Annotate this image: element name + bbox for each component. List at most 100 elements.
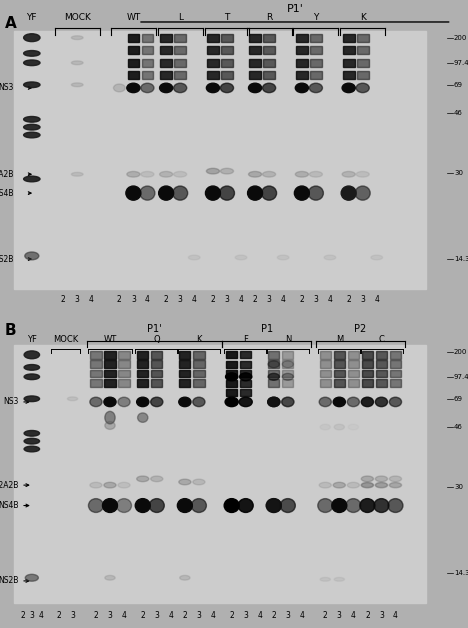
Bar bbox=[207, 59, 219, 67]
Ellipse shape bbox=[24, 374, 39, 379]
Ellipse shape bbox=[126, 186, 141, 200]
Ellipse shape bbox=[320, 425, 330, 430]
Text: 4: 4 bbox=[239, 295, 243, 304]
Bar bbox=[90, 370, 102, 377]
Bar bbox=[118, 379, 130, 387]
Text: R: R bbox=[266, 13, 272, 22]
Ellipse shape bbox=[159, 186, 174, 200]
Ellipse shape bbox=[23, 50, 40, 57]
Bar bbox=[376, 370, 387, 377]
Ellipse shape bbox=[193, 398, 205, 407]
Bar bbox=[221, 59, 233, 67]
Bar bbox=[175, 59, 186, 67]
Text: 97.4: 97.4 bbox=[454, 60, 468, 66]
Text: 3: 3 bbox=[314, 295, 318, 304]
Bar bbox=[104, 370, 116, 377]
Text: K: K bbox=[360, 13, 366, 22]
Ellipse shape bbox=[280, 499, 295, 512]
Text: 2: 2 bbox=[300, 295, 304, 304]
Text: YF: YF bbox=[27, 335, 37, 344]
Text: 2: 2 bbox=[94, 610, 98, 620]
Bar bbox=[263, 59, 275, 67]
Text: B: B bbox=[5, 323, 16, 338]
Bar bbox=[240, 389, 251, 396]
Text: L: L bbox=[178, 13, 183, 22]
Ellipse shape bbox=[356, 84, 369, 93]
Ellipse shape bbox=[160, 171, 173, 177]
Bar bbox=[320, 351, 331, 359]
Ellipse shape bbox=[179, 479, 191, 485]
Ellipse shape bbox=[389, 482, 402, 488]
Text: T: T bbox=[224, 13, 230, 22]
Bar bbox=[249, 34, 261, 41]
Text: NS3: NS3 bbox=[3, 398, 19, 406]
Text: P1': P1' bbox=[286, 4, 303, 14]
Text: Q: Q bbox=[154, 335, 160, 344]
Bar bbox=[193, 360, 205, 368]
Bar bbox=[390, 351, 401, 359]
Ellipse shape bbox=[23, 60, 40, 65]
Ellipse shape bbox=[90, 482, 102, 488]
Bar bbox=[137, 370, 148, 377]
Bar bbox=[193, 379, 205, 387]
Bar bbox=[376, 360, 387, 368]
Text: 2: 2 bbox=[253, 295, 257, 304]
Bar bbox=[151, 379, 162, 387]
Ellipse shape bbox=[90, 398, 102, 407]
Ellipse shape bbox=[342, 171, 355, 177]
Bar bbox=[240, 360, 251, 368]
Text: K: K bbox=[196, 335, 202, 344]
Bar bbox=[141, 72, 154, 79]
Text: 97.4: 97.4 bbox=[454, 374, 468, 380]
Ellipse shape bbox=[105, 575, 115, 580]
Ellipse shape bbox=[266, 499, 281, 512]
Bar bbox=[268, 360, 279, 368]
Ellipse shape bbox=[332, 499, 347, 512]
Text: Y: Y bbox=[313, 13, 319, 22]
Ellipse shape bbox=[137, 398, 149, 407]
Text: 4: 4 bbox=[328, 295, 332, 304]
Ellipse shape bbox=[239, 398, 252, 407]
Text: NS2B: NS2B bbox=[0, 254, 14, 264]
Text: 2: 2 bbox=[20, 610, 25, 620]
Ellipse shape bbox=[249, 84, 262, 93]
Ellipse shape bbox=[104, 398, 116, 407]
Bar bbox=[362, 379, 373, 387]
Bar bbox=[104, 351, 116, 359]
Bar bbox=[207, 72, 219, 79]
Bar bbox=[348, 370, 359, 377]
Ellipse shape bbox=[268, 398, 280, 407]
Ellipse shape bbox=[23, 132, 40, 138]
Ellipse shape bbox=[263, 171, 276, 177]
Bar bbox=[127, 59, 139, 67]
Ellipse shape bbox=[324, 255, 336, 260]
Text: WT: WT bbox=[126, 13, 140, 22]
Ellipse shape bbox=[188, 255, 200, 260]
Ellipse shape bbox=[263, 84, 276, 93]
Text: 3: 3 bbox=[225, 295, 229, 304]
Ellipse shape bbox=[266, 499, 281, 512]
Ellipse shape bbox=[346, 499, 361, 512]
Text: 2: 2 bbox=[164, 295, 168, 304]
Ellipse shape bbox=[67, 397, 78, 401]
Bar bbox=[137, 351, 148, 359]
Bar bbox=[151, 351, 162, 359]
Text: 3: 3 bbox=[285, 610, 290, 620]
Ellipse shape bbox=[135, 499, 150, 512]
Ellipse shape bbox=[23, 116, 40, 122]
Ellipse shape bbox=[23, 124, 40, 130]
Text: NS3: NS3 bbox=[0, 84, 14, 92]
Bar bbox=[14, 31, 426, 289]
Bar bbox=[320, 379, 331, 387]
Ellipse shape bbox=[224, 499, 239, 512]
Ellipse shape bbox=[173, 186, 188, 200]
Bar bbox=[334, 351, 345, 359]
Ellipse shape bbox=[348, 425, 358, 430]
Ellipse shape bbox=[361, 483, 373, 487]
Text: 14.3: 14.3 bbox=[454, 570, 468, 576]
Ellipse shape bbox=[105, 411, 115, 424]
Ellipse shape bbox=[88, 499, 103, 512]
Bar bbox=[310, 59, 322, 67]
Bar bbox=[160, 34, 172, 41]
Ellipse shape bbox=[389, 476, 402, 482]
